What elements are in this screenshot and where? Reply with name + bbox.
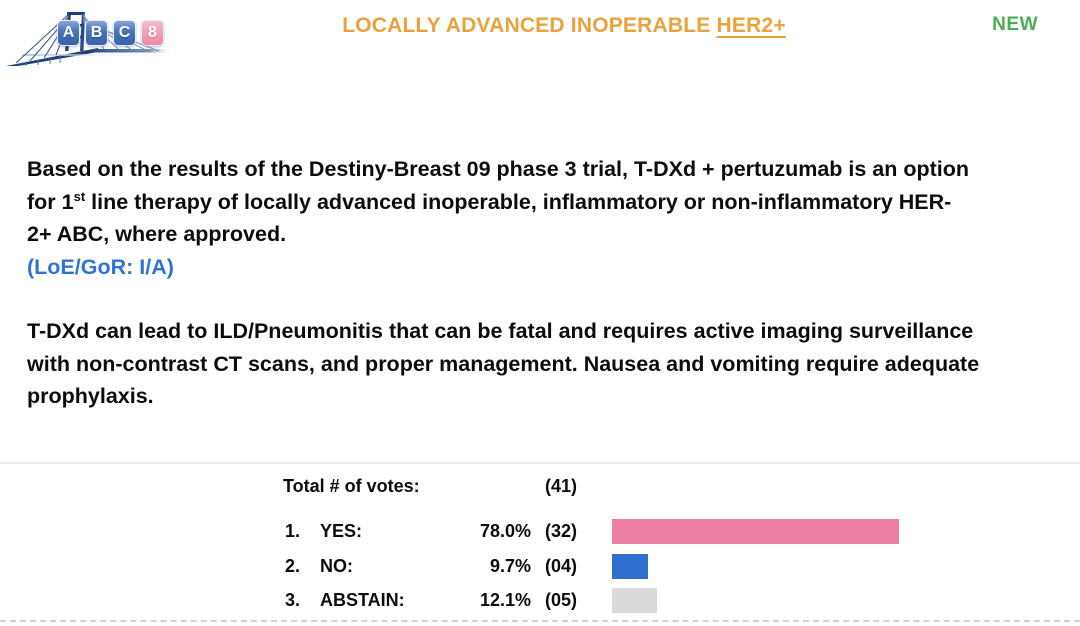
logo-tile-8: 8 (141, 20, 164, 46)
ordinal-superscript: st (73, 188, 86, 204)
logo-tile-a: A (57, 20, 80, 46)
statement-paragraph: Based on the results of the Destiny-Brea… (27, 153, 1062, 284)
vote-percentage: 12.1% (479, 589, 531, 610)
vote-option-label: NO: (320, 555, 353, 576)
safety-paragraph: T-DXd can lead to ILD/Pneumonitis that c… (27, 315, 1062, 413)
new-badge: NEW (992, 14, 1038, 35)
vote-bar (612, 553, 648, 579)
statement-line-2-pre: for 1 (27, 189, 74, 214)
vote-percentage: 78.0% (479, 520, 531, 541)
total-votes-label: Total # of votes: (283, 476, 420, 496)
total-votes-row: Total # of votes: (41) (283, 476, 577, 497)
vote-count: (32) (545, 520, 578, 541)
safety-line-2: with non-contrast CT scans, and proper m… (27, 351, 980, 376)
vote-count: (04) (545, 555, 578, 576)
safety-line-1: T-DXd can lead to ILD/Pneumonitis that c… (27, 319, 974, 343)
logo-tile-c: C (113, 20, 136, 46)
vote-count: (05) (545, 589, 578, 610)
vote-rank: 1. (285, 520, 301, 541)
vote-percentage: 9.7% (489, 555, 531, 576)
bottom-divider (0, 620, 1080, 622)
abc8-logo: A B C 8 (2, 4, 177, 72)
safety-line-3: prophylaxis. (27, 384, 154, 409)
statement-line-3: 2+ ABC, where approved. (27, 222, 287, 247)
vote-bar (612, 587, 657, 613)
slide-title: LOCALLY ADVANCED INOPERABLE HER2+ (48, 14, 1080, 38)
vote-rank: 2. (285, 555, 301, 576)
slide-title-her2: HER2+ (716, 14, 786, 37)
total-votes-count: (41) (545, 476, 578, 496)
vote-rank: 3. (285, 589, 301, 610)
vote-bar (612, 518, 899, 544)
slide-title-main: LOCALLY ADVANCED INOPERABLE (342, 14, 717, 37)
vote-row: 2. NO: 9.7% (04) (285, 553, 648, 579)
abc8-letter-tiles: A B C 8 (57, 20, 164, 46)
voting-results-panel: Total # of votes: (41) 1. YES: 78.0% (32) 2.… (0, 462, 1080, 626)
vote-row: 1. YES: 78.0% (32) (285, 518, 899, 544)
vote-row: 3. ABSTAIN: 12.1% (05) (285, 587, 657, 613)
vote-option-label: ABSTAIN: (320, 589, 405, 610)
logo-tile-b: B (85, 20, 108, 46)
statement-line-2-post: line therapy of locally advanced inopera… (85, 189, 952, 214)
loe-gor-note: (LoE/GoR: I/A) (27, 255, 174, 280)
statement-line-2: for 1st line therapy of locally advanced… (27, 186, 1062, 219)
statement-line-1: Based on the results of the Destiny-Brea… (27, 157, 970, 181)
vote-option-label: YES: (320, 520, 363, 541)
